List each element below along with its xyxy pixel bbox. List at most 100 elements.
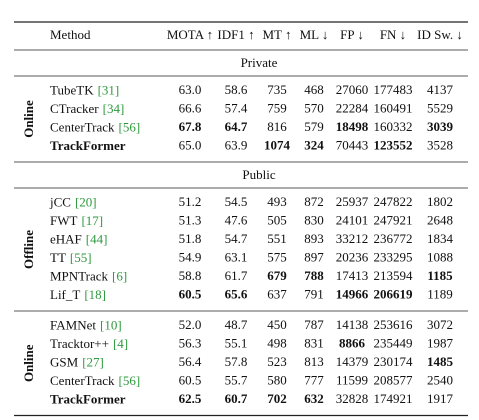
value-cell: 18498 <box>336 119 369 134</box>
value-cell: 63.0 <box>179 82 202 97</box>
value-cell: 70443 <box>336 138 369 153</box>
value-cell: 8866 <box>339 336 366 351</box>
value-cell: 48.7 <box>225 317 248 332</box>
value-cell: 897 <box>304 250 324 265</box>
value-cell: 65.6 <box>225 287 248 302</box>
value-cell: 4137 <box>427 82 454 97</box>
value-cell: 55.1 <box>225 336 248 351</box>
value-cell: 206619 <box>374 287 414 302</box>
value-cell: 32828 <box>336 391 369 406</box>
header-cell: FP ↓ <box>340 27 364 42</box>
value-cell: 702 <box>267 391 287 406</box>
method-cell: Tracktor++ [4] <box>50 336 128 351</box>
value-cell: 233295 <box>374 250 413 265</box>
section-title: Private <box>241 55 278 70</box>
value-cell: 54.9 <box>179 250 202 265</box>
value-cell: 5529 <box>427 101 453 116</box>
value-cell: 637 <box>267 287 287 302</box>
value-cell: 1485 <box>427 354 454 369</box>
method-name: eHAF <box>50 231 82 246</box>
value-cell: 65.0 <box>179 138 202 153</box>
value-cell: 632 <box>304 391 324 406</box>
value-cell: 575 <box>267 250 287 265</box>
value-cell: 830 <box>304 213 324 228</box>
method-cell: eHAF [44] <box>50 231 107 246</box>
value-cell: 55.7 <box>225 373 248 388</box>
value-cell: 174921 <box>374 391 413 406</box>
method-cell: TT [55] <box>50 250 92 265</box>
value-cell: 51.2 <box>179 194 202 209</box>
value-cell: 66.6 <box>179 101 202 116</box>
value-cell: 893 <box>304 231 324 246</box>
value-cell: 123552 <box>374 138 413 153</box>
value-cell: 64.7 <box>225 119 248 134</box>
method-name: CTracker <box>50 101 99 116</box>
value-cell: 1834 <box>427 231 454 246</box>
value-cell: 505 <box>267 213 287 228</box>
value-cell: 831 <box>304 336 324 351</box>
value-cell: 3528 <box>427 138 453 153</box>
method-cell: FWT [17] <box>50 213 103 228</box>
value-cell: 60.5 <box>179 373 202 388</box>
value-cell: 58.6 <box>225 82 248 97</box>
method-ref: [56] <box>119 373 141 388</box>
value-cell: 468 <box>304 82 324 97</box>
header-cell: Method <box>50 27 91 42</box>
header-cell: MT ↑ <box>262 27 291 42</box>
method-cell: FAMNet [10] <box>50 317 122 332</box>
method-name: TT <box>50 250 66 265</box>
value-cell: 208577 <box>374 373 414 388</box>
value-cell: 33212 <box>336 231 369 246</box>
header-cell: MOTA ↑ <box>167 27 213 42</box>
value-cell: 47.6 <box>225 213 248 228</box>
value-cell: 1917 <box>427 391 454 406</box>
value-cell: 579 <box>304 119 324 134</box>
method-ref: [4] <box>113 336 128 351</box>
method-name: Lif_T <box>50 287 80 302</box>
value-cell: 17413 <box>336 268 369 283</box>
value-cell: 14966 <box>336 287 369 302</box>
method-name: TrackFormer <box>50 391 126 406</box>
method-ref: [6] <box>112 268 127 283</box>
value-cell: 14379 <box>336 354 369 369</box>
value-cell: 1189 <box>427 287 453 302</box>
value-cell: 1802 <box>427 194 453 209</box>
value-cell: 493 <box>267 194 287 209</box>
value-cell: 51.3 <box>179 213 202 228</box>
method-ref: [55] <box>70 250 92 265</box>
value-cell: 25937 <box>336 194 369 209</box>
header-cell: IDF1 ↑ <box>217 27 254 42</box>
value-cell: 523 <box>267 354 287 369</box>
method-ref: [10] <box>100 317 122 332</box>
method-ref: [20] <box>75 194 97 209</box>
value-cell: 213594 <box>374 268 414 283</box>
method-cell: TubeTK [31] <box>50 82 119 97</box>
value-cell: 2540 <box>427 373 453 388</box>
value-cell: 235449 <box>374 336 413 351</box>
value-cell: 62.5 <box>179 391 202 406</box>
value-cell: 63.9 <box>225 138 248 153</box>
method-cell: CTracker [34] <box>50 101 124 116</box>
group-label: Online <box>21 100 36 138</box>
value-cell: 3039 <box>427 119 454 134</box>
value-cell: 67.8 <box>179 119 202 134</box>
value-cell: 3072 <box>427 317 453 332</box>
header-cell: ML ↓ <box>300 27 329 42</box>
value-cell: 813 <box>304 354 324 369</box>
value-cell: 63.1 <box>225 250 248 265</box>
group-label: Offline <box>21 230 36 269</box>
method-ref: [56] <box>119 119 141 134</box>
value-cell: 57.4 <box>225 101 248 116</box>
method-ref: [31] <box>98 82 120 97</box>
method-cell: TrackFormer <box>50 138 126 153</box>
header-cell: ID Sw. ↓ <box>417 27 463 42</box>
value-cell: 230174 <box>374 354 414 369</box>
value-cell: 1088 <box>427 250 453 265</box>
value-cell: 679 <box>267 268 287 283</box>
value-cell: 24101 <box>336 213 369 228</box>
value-cell: 2648 <box>427 213 453 228</box>
value-cell: 160332 <box>374 119 413 134</box>
group-label: Online <box>21 344 36 382</box>
header-cell: FN ↓ <box>380 27 406 42</box>
